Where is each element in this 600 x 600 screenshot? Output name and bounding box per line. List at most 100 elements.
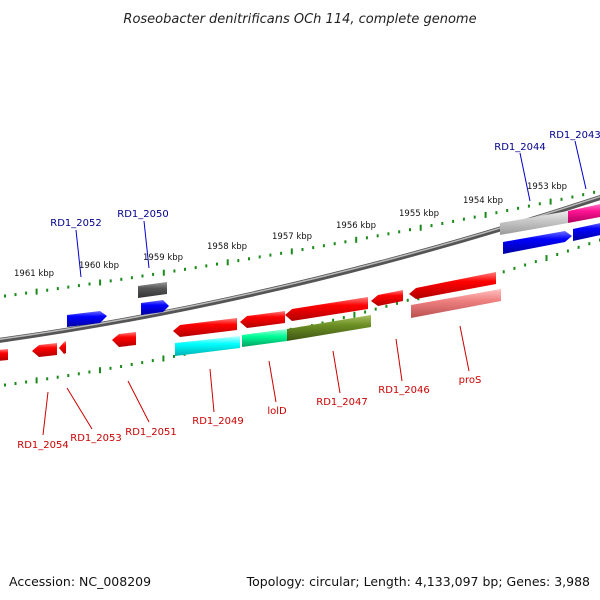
- gene-rd1-2044[interactable]: [503, 231, 572, 254]
- callout-line-rd1-2053: [66, 387, 93, 430]
- gene-label-rd1-2047[interactable]: RD1_2047: [316, 397, 367, 408]
- gene-label-rd1-2051[interactable]: RD1_2051: [125, 427, 176, 438]
- gene-label-rd1-2050[interactable]: RD1_2050: [117, 209, 168, 220]
- outer-minor-tick: [141, 274, 144, 278]
- outer-minor-tick: [430, 224, 433, 228]
- gene-rd1-2047-domain[interactable]: [287, 315, 371, 341]
- tick-label-1954: 1954 kbp: [463, 196, 503, 206]
- outer-minor-tick: [25, 291, 28, 295]
- tick-label-1961: 1961 kbp: [14, 269, 54, 279]
- gene-label-lold[interactable]: lolD: [267, 406, 287, 417]
- inner-minor-tick: [588, 242, 591, 246]
- outer-minor-tick: [120, 277, 123, 281]
- gene-label-rd1-2049[interactable]: RD1_2049: [192, 416, 243, 427]
- gene-rd1-2047[interactable]: [285, 297, 368, 321]
- outer-minor-tick: [527, 204, 530, 208]
- inner-major-tick: [353, 311, 356, 318]
- outer-minor-tick: [248, 257, 250, 261]
- page-title: Roseobacter denitrificans OCh 114, compl…: [123, 12, 476, 27]
- callout-line-rd1-2043: [574, 140, 587, 190]
- outer-minor-tick: [109, 279, 112, 283]
- gene-rd1-2050[interactable]: [141, 300, 169, 315]
- tick-label-1957: 1957 kbp: [272, 232, 312, 242]
- outer-minor-tick: [173, 269, 176, 273]
- gene-pros-domain[interactable]: [411, 289, 501, 318]
- outer-minor-tick: [506, 209, 509, 212]
- outer-major-tick: [35, 288, 38, 295]
- gene-label-rd1-2052[interactable]: RD1_2052: [50, 218, 101, 229]
- gene-rd1-2051[interactable]: [112, 332, 136, 347]
- outer-minor-tick: [560, 197, 563, 201]
- tick-label-1958: 1958 kbp: [207, 242, 247, 252]
- outer-minor-tick: [441, 222, 444, 225]
- gene-rd1-2052[interactable]: [67, 311, 107, 327]
- outer-major-tick: [355, 236, 358, 243]
- inner-minor-tick: [364, 310, 367, 314]
- inner-minor-tick: [502, 270, 505, 274]
- tick-label-1960: 1960 kbp: [79, 261, 119, 271]
- gene-label-pros[interactable]: proS: [459, 375, 482, 386]
- outer-minor-tick: [280, 251, 283, 255]
- inner-major-tick: [99, 367, 101, 374]
- callout-line-rd1-2051: [127, 380, 150, 423]
- outer-major-tick: [484, 211, 487, 218]
- gene-rd1-2050-pseudo[interactable]: [138, 282, 167, 298]
- inner-minor-tick: [524, 263, 527, 267]
- inner-minor-tick: [25, 380, 28, 384]
- outer-major-tick: [549, 198, 552, 205]
- gene-label-rd1-2044[interactable]: RD1_2044: [494, 142, 545, 153]
- outer-minor-tick: [473, 215, 476, 219]
- outer-minor-tick: [4, 294, 6, 298]
- outer-minor-tick: [269, 253, 272, 257]
- gene-rd1-2043-pseudo[interactable]: [568, 203, 600, 223]
- inner-minor-tick: [120, 365, 123, 368]
- footer-topology: Topology: circular; Length: 4,133,097 bp…: [246, 574, 590, 589]
- inner-minor-tick: [577, 245, 580, 249]
- outer-major-tick: [99, 279, 102, 286]
- gene-lold-domain[interactable]: [242, 329, 287, 347]
- inner-minor-tick: [534, 260, 537, 264]
- top-callouts: RD1_2052 RD1_2050 RD1_2044 RD1_2043: [50, 130, 600, 278]
- outer-minor-tick: [571, 195, 574, 199]
- outer-minor-tick: [322, 244, 325, 248]
- callout-line-rd1-2044: [519, 152, 531, 202]
- outer-minor-tick: [387, 232, 390, 236]
- gene-pros[interactable]: [409, 272, 496, 299]
- outer-minor-tick: [14, 293, 17, 297]
- outer-minor-tick: [593, 190, 596, 194]
- inner-minor-tick: [566, 249, 569, 253]
- outer-minor-tick: [409, 228, 411, 232]
- inner-minor-tick: [4, 383, 6, 387]
- inner-minor-tick: [332, 318, 335, 322]
- gene-lold[interactable]: [240, 311, 285, 328]
- outer-minor-tick: [398, 230, 401, 234]
- outer-minor-tick: [452, 219, 455, 223]
- inner-minor-tick: [513, 266, 516, 270]
- gene-rd1-2054[interactable]: [32, 343, 57, 357]
- outer-minor-tick: [376, 234, 379, 238]
- outer-tick-track: [4, 190, 596, 298]
- tick-label-1955: 1955 kbp: [399, 209, 439, 219]
- gene-rd1-2049-domain[interactable]: [175, 336, 240, 356]
- gene-rd1-2053[interactable]: [59, 341, 66, 354]
- inner-minor-tick: [109, 366, 112, 370]
- tick-label-group: 1961 kbp 1960 kbp 1959 kbp 1958 kbp 1957…: [14, 182, 567, 279]
- gene-rd1-2046[interactable]: [371, 290, 403, 306]
- gene-label-rd1-2043[interactable]: RD1_2043: [549, 130, 600, 141]
- gene-rd1-2049[interactable]: [173, 318, 237, 337]
- inner-minor-tick: [77, 372, 80, 376]
- gene-rd1-2044-pseudo[interactable]: [500, 211, 568, 235]
- inner-minor-tick: [14, 382, 17, 385]
- outer-minor-tick: [237, 259, 240, 263]
- callout-line-rd1-2047: [332, 350, 341, 394]
- gene-rd1-2054-edge[interactable]: [0, 349, 8, 361]
- inner-minor-tick: [46, 377, 49, 381]
- gene-label-rd1-2053[interactable]: RD1_2053: [70, 433, 121, 444]
- outer-minor-tick: [312, 246, 315, 250]
- gene-label-rd1-2054[interactable]: RD1_2054: [17, 440, 68, 451]
- outer-minor-tick: [301, 248, 304, 251]
- inner-minor-tick: [141, 361, 144, 365]
- gene-label-rd1-2046[interactable]: RD1_2046: [378, 385, 429, 396]
- inner-minor-tick: [130, 363, 133, 366]
- gene-rd1-2043[interactable]: [573, 222, 600, 241]
